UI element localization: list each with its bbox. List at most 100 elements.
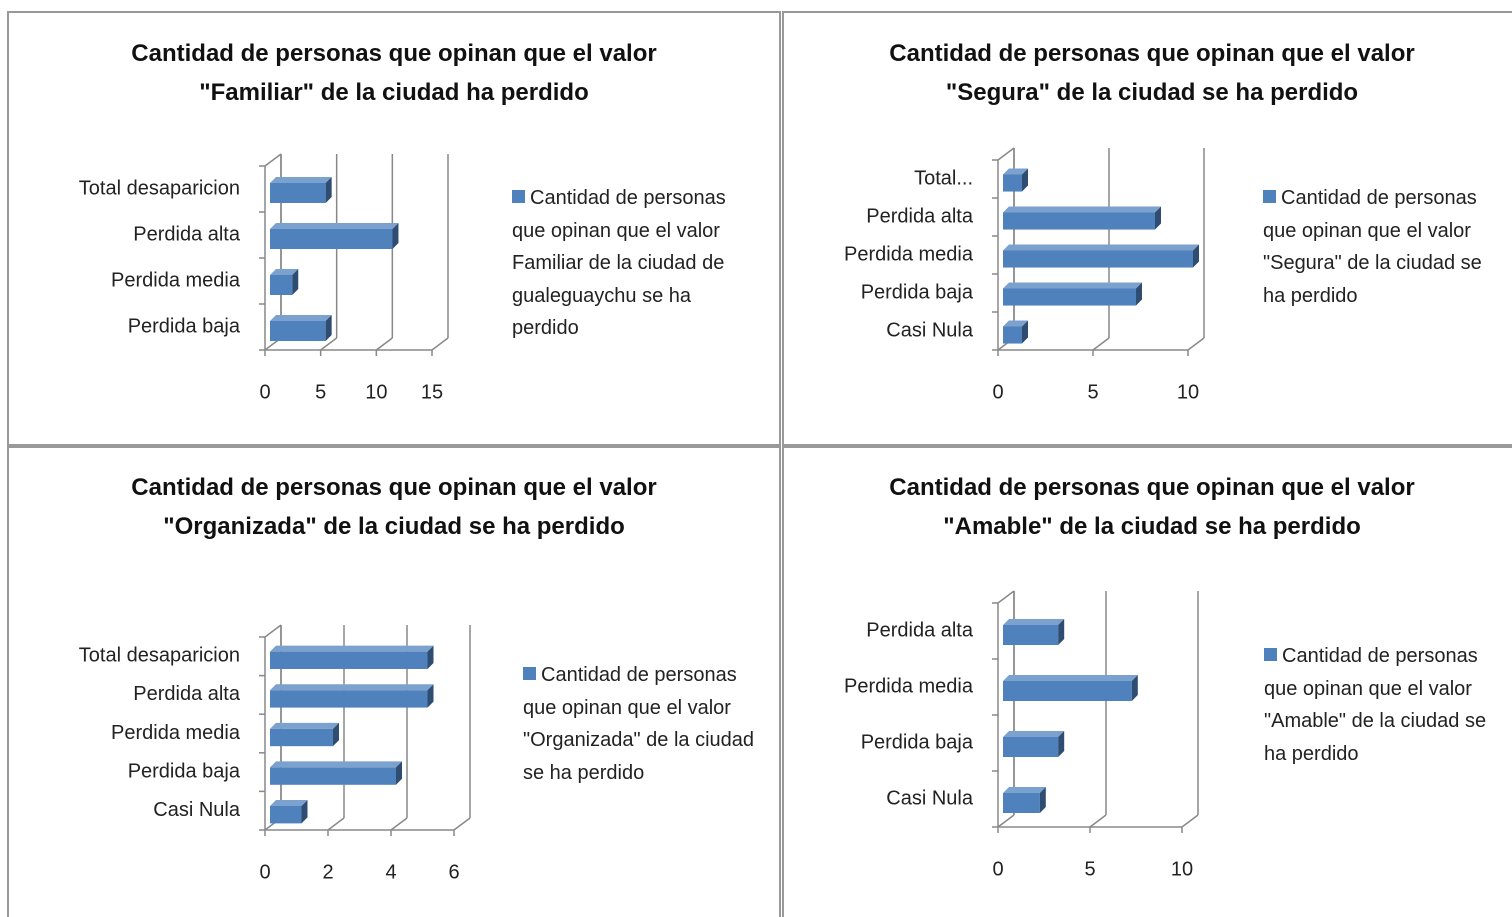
- bar: [1003, 168, 1028, 192]
- bar-face: [270, 269, 299, 275]
- bar-face: [270, 684, 434, 691]
- bar-face: [396, 761, 402, 785]
- x-tick-label: 4: [385, 861, 396, 883]
- bar-face: [1003, 625, 1059, 645]
- bar-face: [270, 183, 326, 203]
- grid-line: [1092, 337, 1110, 351]
- bar-face: [1003, 244, 1199, 251]
- bar: [270, 645, 434, 669]
- bar: [270, 761, 402, 785]
- chart-title: Cantidad de personas que opinan que el v…: [889, 40, 1415, 106]
- bar-face: [1003, 675, 1138, 681]
- bar-face: [1003, 168, 1028, 175]
- y-tick-label: Perdida alta: [866, 619, 974, 641]
- bar-face: [1022, 320, 1028, 344]
- x-tick-label: 0: [992, 381, 1003, 403]
- bar: [1003, 282, 1142, 306]
- bar: [270, 684, 434, 708]
- grid-line: [320, 337, 338, 351]
- legend-item: Cantidad de personas que opinan que el v…: [1264, 640, 1504, 770]
- legend-label: Cantidad de personas que opinan que el v…: [1263, 187, 1482, 307]
- x-tick-label: 2: [322, 861, 333, 883]
- legend: Cantidad de personas que opinan que el v…: [523, 659, 763, 789]
- x-tick-label: 0: [259, 861, 270, 883]
- bar: [270, 800, 308, 824]
- y-tick-label: Casi Nula: [886, 319, 974, 341]
- bar: [1003, 619, 1065, 645]
- legend-label: Cantidad de personas que opinan que el v…: [512, 187, 726, 340]
- y-tick-label: Perdida media: [844, 243, 974, 265]
- bar-face: [1058, 619, 1065, 645]
- legend-item: Cantidad de personas que opinan que el v…: [523, 659, 763, 789]
- legend-swatch: [1264, 648, 1277, 661]
- bar-face: [1003, 174, 1022, 192]
- x-tick-label: 15: [421, 381, 443, 403]
- bar: [1003, 787, 1046, 813]
- legend: Cantidad de personas que opinan que el v…: [512, 182, 762, 345]
- bar-face: [1003, 731, 1065, 737]
- chart-title: Cantidad de personas que opinan que el v…: [889, 474, 1415, 540]
- panel-border: [782, 446, 1512, 917]
- bar-face: [1003, 793, 1040, 813]
- y-tick-label: Perdida baja: [861, 731, 974, 753]
- chart-title: Cantidad de personas que opinan que el v…: [131, 474, 657, 540]
- grid-line: [1181, 814, 1199, 828]
- y-tick-label: Perdida alta: [133, 223, 241, 245]
- y-tick-label: Total desaparicion: [79, 645, 240, 667]
- x-tick-label: 0: [992, 858, 1003, 880]
- bar-face: [270, 229, 393, 249]
- bar-face: [392, 223, 399, 249]
- axis-line: [264, 153, 282, 167]
- bar: [270, 177, 332, 203]
- panel-border: [7, 446, 781, 917]
- bar-face: [1136, 282, 1142, 306]
- bar-face: [1003, 282, 1142, 289]
- y-tick-label: Perdida media: [111, 269, 241, 291]
- bar-face: [270, 315, 332, 321]
- legend-label: Cantidad de personas que opinan que el v…: [1264, 645, 1487, 765]
- bar: [1003, 731, 1065, 757]
- bar-face: [270, 728, 333, 747]
- x-tick-label: 5: [315, 381, 326, 403]
- legend-swatch: [512, 190, 525, 203]
- bar-face: [270, 321, 326, 341]
- bar: [1003, 320, 1028, 344]
- bar-face: [1003, 787, 1046, 793]
- bar-face: [1003, 250, 1193, 268]
- axis-line: [997, 147, 1015, 161]
- x-tick-label: 5: [1087, 381, 1098, 403]
- bar-face: [333, 722, 339, 747]
- grid-line: [453, 817, 471, 831]
- y-tick-label: Total...: [914, 167, 973, 189]
- bar-face: [1003, 681, 1132, 701]
- panel-border: [782, 11, 1512, 446]
- bar-face: [1039, 787, 1046, 813]
- bar-face: [1003, 212, 1155, 230]
- bar-face: [270, 690, 428, 708]
- bar-face: [1003, 320, 1028, 327]
- bar-face: [292, 269, 299, 295]
- bar-face: [427, 645, 434, 669]
- bar-face: [1003, 206, 1161, 213]
- y-tick-label: Casi Nula: [886, 787, 974, 809]
- legend: Cantidad de personas que opinan que el v…: [1263, 182, 1503, 312]
- y-tick-label: Perdida media: [844, 675, 974, 697]
- grid-line: [390, 817, 408, 831]
- bar-face: [301, 800, 308, 824]
- bar-face: [270, 651, 428, 669]
- bar-face: [1003, 619, 1065, 625]
- bar-face: [427, 684, 434, 708]
- y-tick-label: Perdida baja: [128, 760, 241, 782]
- bar-face: [270, 223, 399, 229]
- axis-line: [997, 590, 1015, 604]
- legend-item: Cantidad de personas que opinan que el v…: [512, 182, 762, 345]
- bar-face: [270, 275, 293, 295]
- bar-face: [270, 722, 339, 729]
- bar-face: [1022, 168, 1028, 192]
- bar-face: [270, 806, 302, 824]
- legend-swatch: [523, 667, 536, 680]
- bar: [270, 223, 399, 249]
- bar-face: [325, 177, 332, 203]
